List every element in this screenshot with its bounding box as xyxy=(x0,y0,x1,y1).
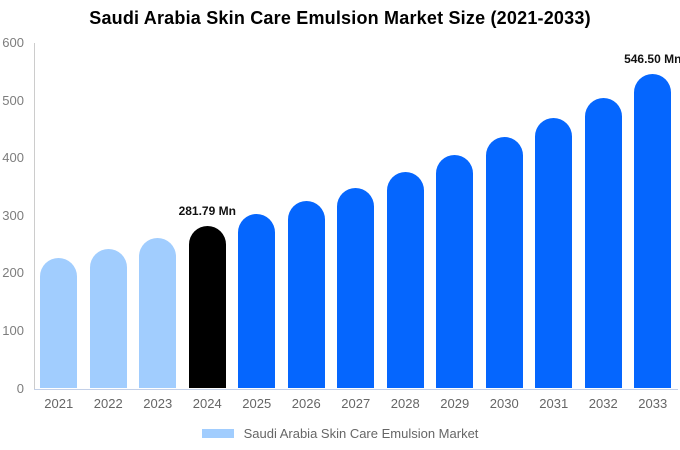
x-baseline xyxy=(34,389,678,390)
bar-2030[interactable] xyxy=(485,137,523,389)
y-tick-label: 300 xyxy=(2,207,24,223)
bar-2026[interactable] xyxy=(287,200,325,389)
chart-title: Saudi Arabia Skin Care Emulsion Market S… xyxy=(89,8,591,28)
bar-2031[interactable] xyxy=(535,118,573,389)
y-tick-label: 100 xyxy=(2,322,24,338)
x-axis-label: 2032 xyxy=(588,396,618,411)
legend-label: Saudi Arabia Skin Care Emulsion Market xyxy=(243,426,479,441)
bar-2025[interactable] xyxy=(238,214,276,389)
x-axis-label: 2029 xyxy=(440,396,470,411)
y-tick-label: 400 xyxy=(2,150,24,166)
bar-2029[interactable] xyxy=(436,155,474,389)
x-axis-label: 2023 xyxy=(143,396,173,411)
bar-value-label-2024: 281.79 Mn xyxy=(178,204,236,219)
y-tick-label: 0 xyxy=(16,380,24,396)
x-axis-label: 2026 xyxy=(291,396,321,411)
y-tick-label: 500 xyxy=(2,92,24,108)
x-axis-label: 2021 xyxy=(44,396,74,411)
bar-2023[interactable] xyxy=(139,237,177,389)
legend[interactable]: Saudi Arabia Skin Care Emulsion Market xyxy=(0,426,680,441)
y-axis-line xyxy=(34,43,35,389)
bar-2022[interactable] xyxy=(89,248,127,389)
bar-2027[interactable] xyxy=(337,188,375,389)
x-axis-label: 2022 xyxy=(93,396,123,411)
x-axis-label: 2031 xyxy=(539,396,569,411)
x-axis-label: 2027 xyxy=(341,396,371,411)
bar-2024[interactable] xyxy=(188,226,226,389)
bar-2021[interactable] xyxy=(40,258,78,389)
y-tick-label: 200 xyxy=(2,265,24,281)
x-axis-label: 2030 xyxy=(489,396,519,411)
bar-2028[interactable] xyxy=(386,171,424,389)
x-axis-label: 2024 xyxy=(192,396,222,411)
bar-2032[interactable] xyxy=(584,97,622,389)
x-axis-label: 2028 xyxy=(390,396,420,411)
bar-2033[interactable] xyxy=(634,73,672,389)
legend-swatch xyxy=(201,429,234,438)
x-axis-label: 2033 xyxy=(638,396,668,411)
bar-value-label-2033: 546.50 Mn xyxy=(624,51,680,66)
y-tick-label: 600 xyxy=(2,35,24,50)
x-axis-label: 2025 xyxy=(242,396,272,411)
